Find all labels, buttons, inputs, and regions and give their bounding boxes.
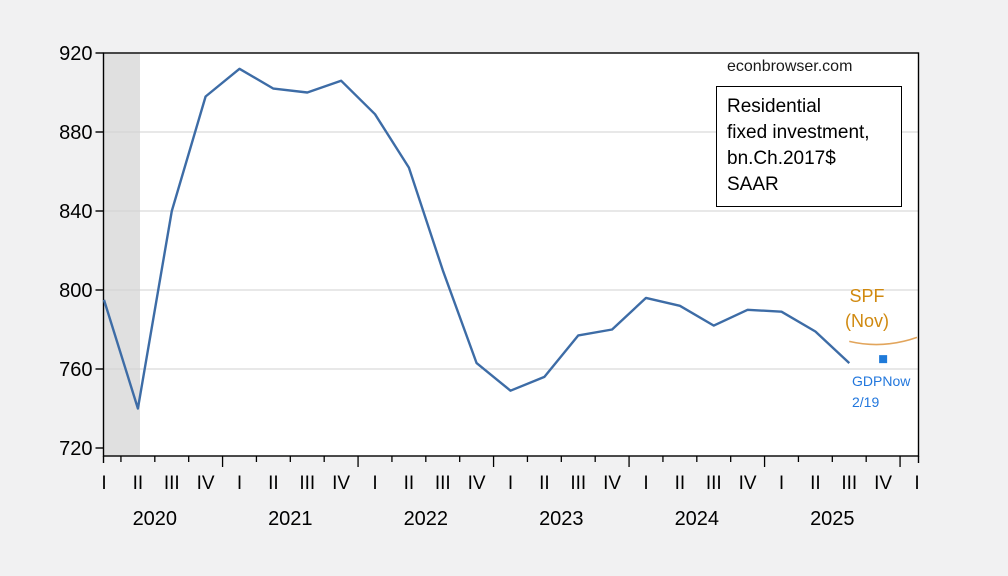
x-axis-year-label: 2024 [675,508,720,530]
y-axis-tick-label: 720 [59,438,92,460]
spf-forecast-label: SPF (Nov) [836,284,898,334]
series-title-line1: Residential [727,96,821,117]
econbrowser-watermark: econbrowser.com [727,58,853,75]
y-axis-tick-label: 800 [59,280,92,302]
x-axis-quarter-label: II [810,473,821,494]
gdpnow-label-line2: 2/19 [852,394,880,410]
x-axis-quarter-label: III [706,473,722,494]
x-axis-year-label: 2022 [404,508,449,530]
x-axis-quarter-label: III [299,473,315,494]
series-title-line3: bn.Ch.2017$ SAAR [727,148,836,195]
x-axis-quarter-label: I [914,473,919,494]
recession-band [104,53,140,456]
x-axis-quarter-label: I [101,473,106,494]
actual-series-line [102,67,851,410]
x-axis-quarter-label: II [404,473,415,494]
x-axis-quarter-label: IV [603,473,621,494]
x-axis-quarter-label: II [268,473,279,494]
x-axis-quarter-label: IV [739,473,757,494]
x-axis-quarter-label: III [841,473,857,494]
x-axis-quarter-label: II [133,473,144,494]
spf-label-line1: SPF [849,286,885,306]
y-axis-tick-label: 920 [59,43,92,65]
x-axis-quarter-label: III [164,473,180,494]
x-axis-quarter-label: IV [874,473,892,494]
gdpnow-label-line1: GDPNow [852,373,911,389]
series-title-box: Residential fixed investment, bn.Ch.2017… [716,86,902,207]
x-axis-quarter-label: II [539,473,550,494]
x-axis-quarter-label: IV [332,473,350,494]
x-axis-quarter-label: III [570,473,586,494]
x-axis-year-label: 2025 [810,508,855,530]
x-axis-quarter-label: IV [197,473,215,494]
x-axis-quarter-label: I [643,473,648,494]
x-axis-quarter-label: II [675,473,686,494]
x-axis-quarter-label: I [508,473,513,494]
spf-label-line2: (Nov) [845,311,889,331]
plot-border [102,52,920,457]
spf-forecast-line [849,336,918,346]
gdpnow-forecast-label: GDPNow 2/19 [852,371,932,413]
x-axis-quarter-label: III [435,473,451,494]
series-title-line2: fixed investment, [727,122,870,143]
y-axis-tick-label: 760 [59,359,92,381]
x-axis-quarter-label: IV [468,473,486,494]
x-axis-quarter-label: I [372,473,377,494]
x-axis-year-label: 2020 [133,508,178,530]
x-axis-year-label: 2021 [268,508,313,530]
x-axis-year-label: 2023 [539,508,584,530]
y-axis-tick-label: 840 [59,201,92,223]
gdpnow-marker [879,355,888,364]
x-axis-quarter-label: I [779,473,784,494]
x-axis-quarter-label: I [237,473,242,494]
y-axis-tick-label: 880 [59,122,92,144]
